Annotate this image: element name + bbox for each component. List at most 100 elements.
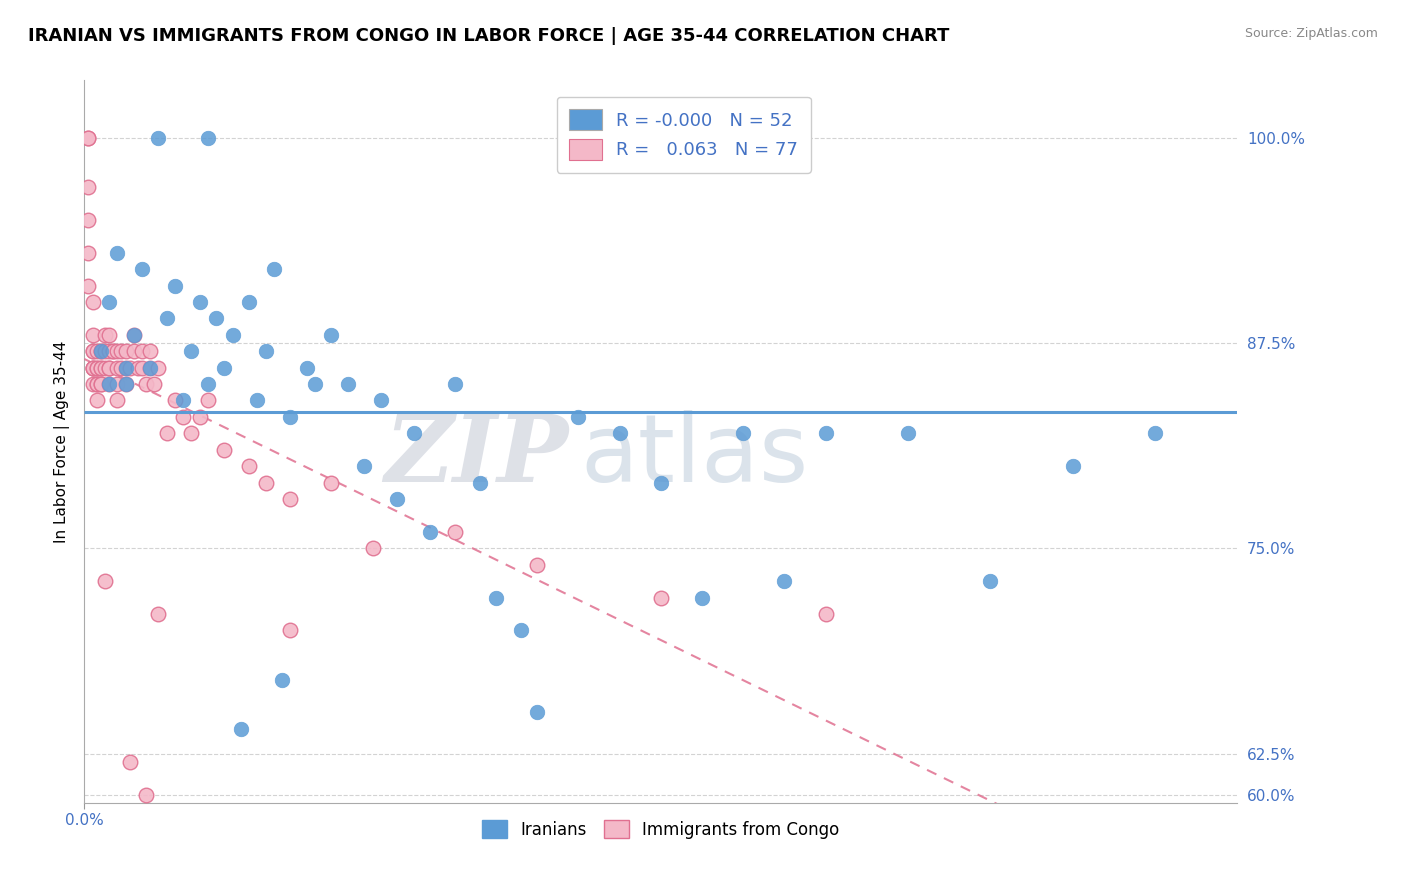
Point <box>526 706 548 720</box>
Point <box>609 426 631 441</box>
Point <box>105 393 128 408</box>
Point <box>105 245 128 260</box>
Point <box>361 541 384 556</box>
Point <box>214 360 236 375</box>
Point <box>77 130 100 145</box>
Point <box>229 722 252 736</box>
Point <box>180 426 202 441</box>
Point <box>98 377 121 392</box>
Point <box>82 295 104 310</box>
Point <box>90 344 112 359</box>
Point <box>86 393 108 408</box>
Point <box>82 344 104 359</box>
Point <box>77 180 100 194</box>
Point <box>114 360 136 375</box>
Point <box>690 591 713 605</box>
Point <box>304 377 326 392</box>
Point <box>402 426 425 441</box>
Point <box>122 344 145 359</box>
Point <box>122 327 145 342</box>
Text: Source: ZipAtlas.com: Source: ZipAtlas.com <box>1244 27 1378 40</box>
Point <box>103 344 124 359</box>
Point <box>156 311 179 326</box>
Point <box>118 360 141 375</box>
Point <box>86 344 108 359</box>
Point <box>509 624 531 638</box>
Legend: Iranians, Immigrants from Congo: Iranians, Immigrants from Congo <box>472 811 849 848</box>
Point <box>336 377 359 392</box>
Point <box>98 295 121 310</box>
Point <box>188 409 211 424</box>
Y-axis label: In Labor Force | Age 35-44: In Labor Force | Age 35-44 <box>55 341 70 542</box>
Point <box>86 377 108 392</box>
Point <box>1143 426 1166 441</box>
Point <box>98 377 121 392</box>
Point <box>221 327 243 342</box>
Point <box>82 360 104 375</box>
Point <box>139 360 162 375</box>
Point <box>246 393 269 408</box>
Point <box>82 377 104 392</box>
Point <box>131 344 153 359</box>
Point <box>814 426 837 441</box>
Point <box>105 377 128 392</box>
Text: IRANIAN VS IMMIGRANTS FROM CONGO IN LABOR FORCE | AGE 35-44 CORRELATION CHART: IRANIAN VS IMMIGRANTS FROM CONGO IN LABO… <box>28 27 949 45</box>
Point <box>148 130 170 145</box>
Point <box>131 262 153 277</box>
Point <box>238 295 260 310</box>
Point <box>94 360 117 375</box>
Point <box>94 327 117 342</box>
Point <box>733 426 755 441</box>
Point <box>321 327 343 342</box>
Point <box>468 475 491 490</box>
Point <box>98 360 121 375</box>
Point <box>526 558 548 572</box>
Point <box>263 262 285 277</box>
Point <box>197 377 219 392</box>
Point <box>82 327 104 342</box>
Point <box>98 344 121 359</box>
Point <box>135 788 157 802</box>
Point <box>156 426 179 441</box>
Point <box>98 327 121 342</box>
Point <box>254 344 277 359</box>
Point <box>897 426 920 441</box>
Point <box>419 524 441 539</box>
Point <box>814 607 837 621</box>
Point <box>114 377 136 392</box>
Point <box>94 574 117 588</box>
Point <box>295 360 318 375</box>
Point <box>163 278 186 293</box>
Point <box>77 212 100 227</box>
Point <box>444 524 467 539</box>
Point <box>139 360 162 375</box>
Point <box>90 377 112 392</box>
Point <box>172 393 194 408</box>
Point <box>370 393 392 408</box>
Point <box>77 245 100 260</box>
Point <box>321 475 343 490</box>
Point <box>188 295 211 310</box>
Point <box>271 673 294 687</box>
Point <box>278 491 301 506</box>
Point <box>214 442 236 457</box>
Point <box>238 459 260 474</box>
Point <box>148 360 170 375</box>
Text: ZIP: ZIP <box>384 411 568 501</box>
Point <box>172 409 194 424</box>
Point <box>197 393 219 408</box>
Point <box>82 360 104 375</box>
Point <box>82 360 104 375</box>
Point <box>86 360 108 375</box>
Point <box>387 491 409 506</box>
Point <box>205 311 228 326</box>
Point <box>77 130 100 145</box>
Point <box>485 591 508 605</box>
Point <box>278 409 301 424</box>
Point <box>353 459 375 474</box>
Point <box>94 344 117 359</box>
Point <box>163 393 186 408</box>
Point <box>86 360 108 375</box>
Point <box>105 360 128 375</box>
Point <box>122 327 145 342</box>
